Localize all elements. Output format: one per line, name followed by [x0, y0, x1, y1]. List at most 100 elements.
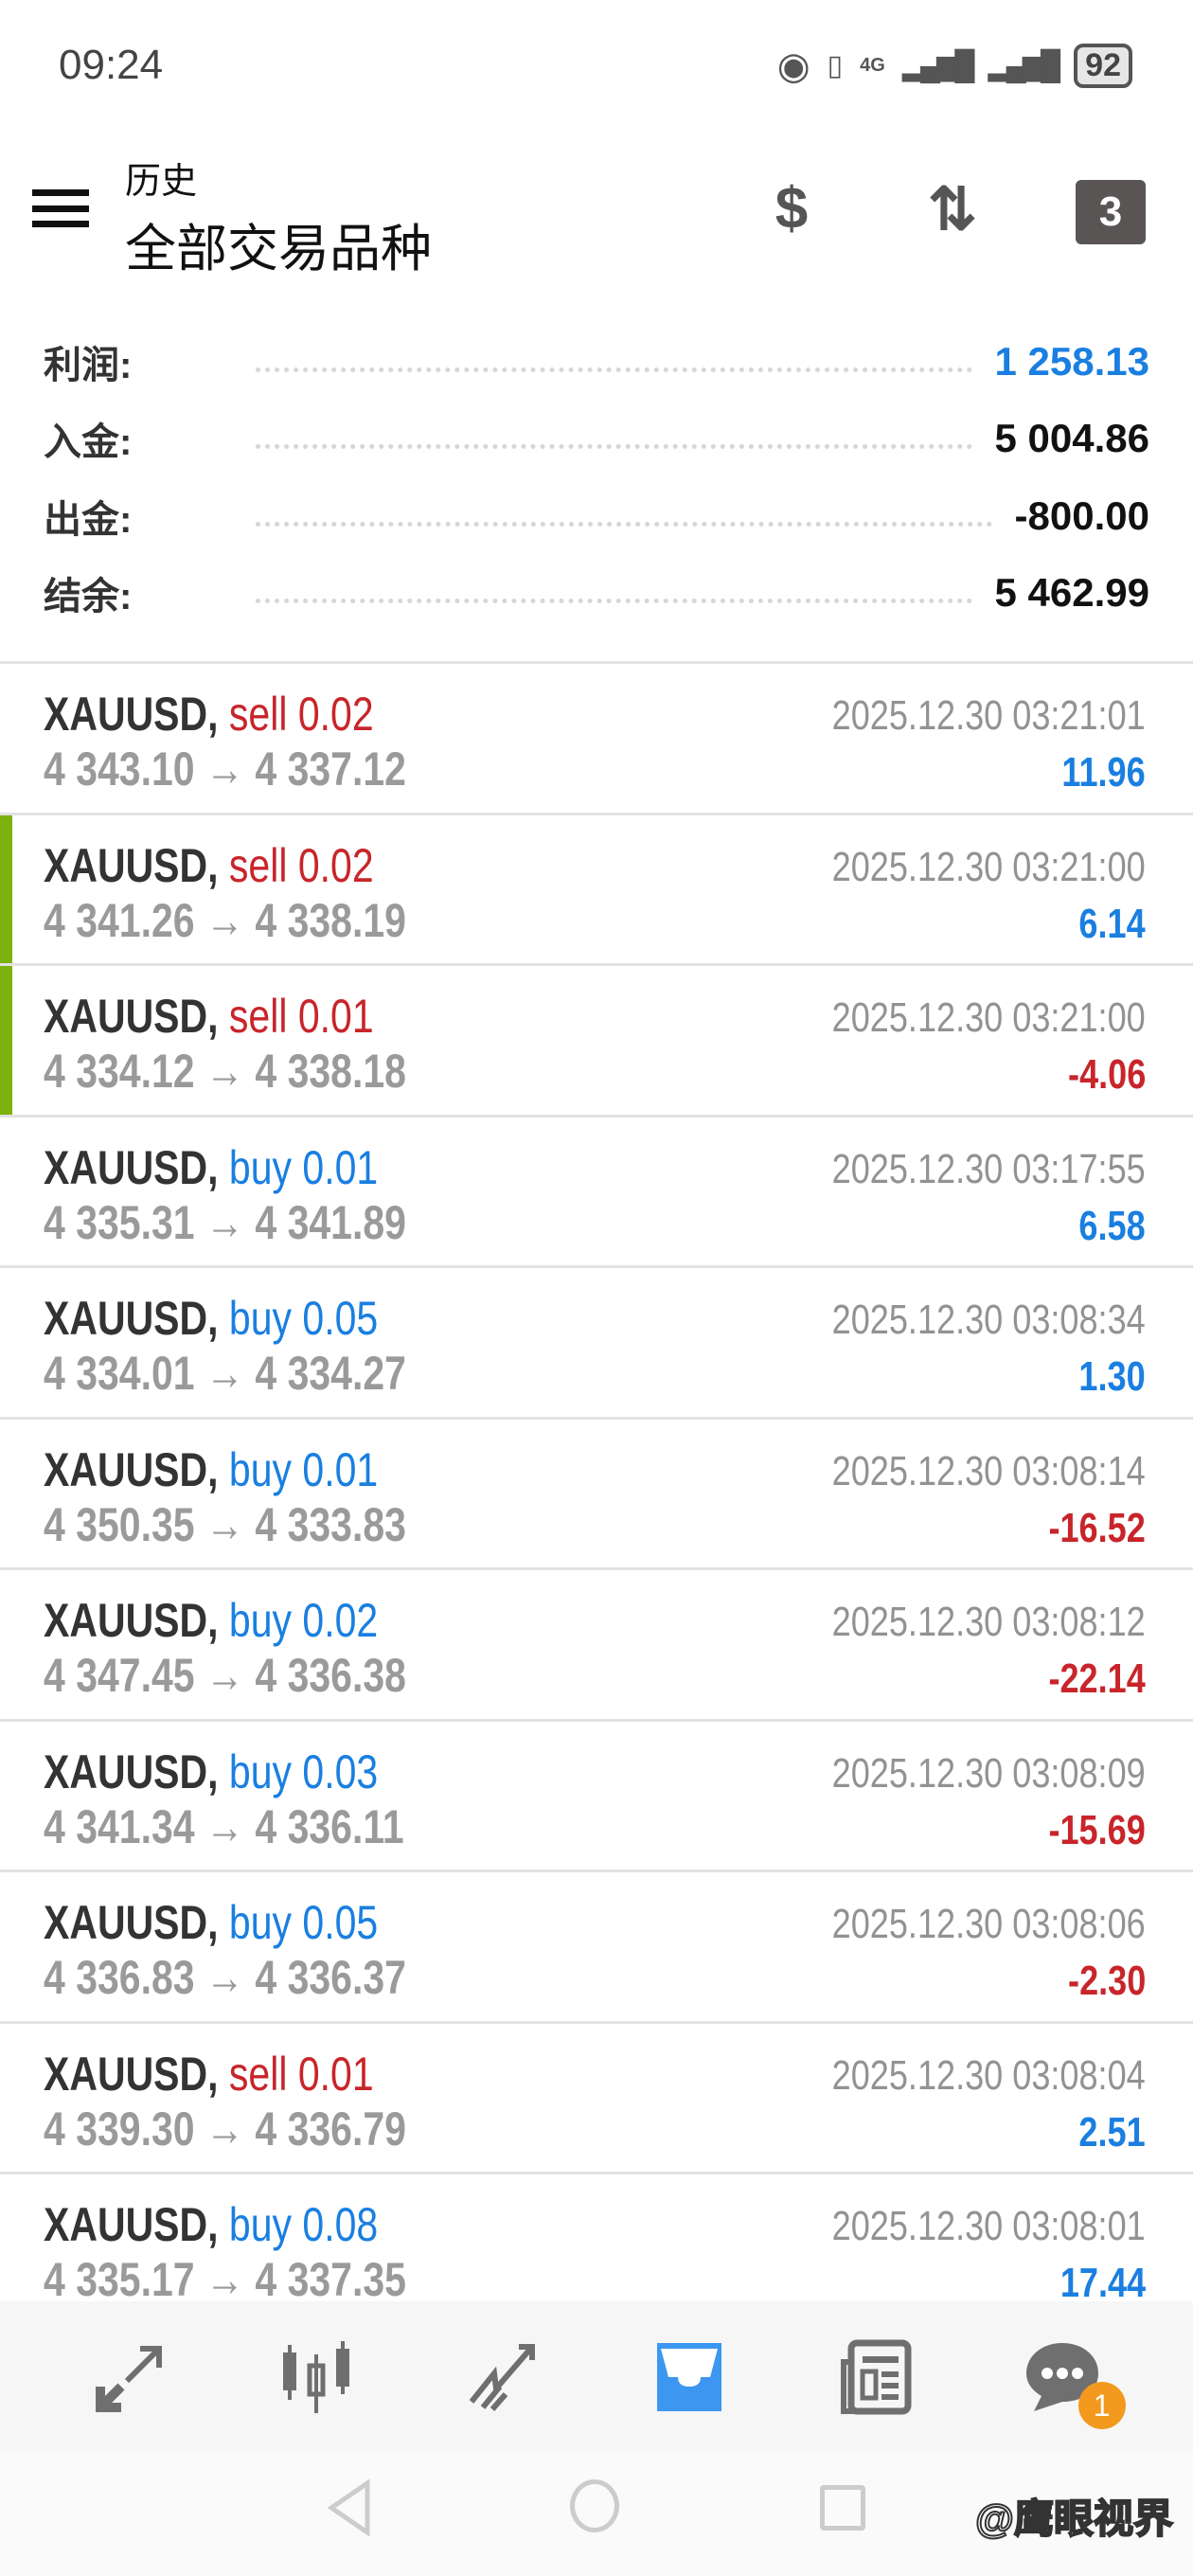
symbol: XAUUSD, [44, 838, 219, 892]
symbol: XAUUSD, [44, 2047, 219, 2101]
symbol: XAUUSD, [44, 1594, 219, 1647]
trade-prices: 4 339.30 → 4 336.79 [44, 2102, 406, 2156]
clock: 09:24 [59, 42, 164, 88]
trade-side: sell 0.02 [228, 838, 374, 892]
trade-prices: 4 334.01 → 4 334.27 [44, 1347, 406, 1400]
chart-icon[interactable] [275, 2334, 360, 2420]
trade-time: 2025.12.30 03:21:00 [831, 843, 1146, 890]
system-nav: @鹰眼视界 [0, 2453, 1193, 2576]
trade-prices: 4 343.10 → 4 337.12 [44, 742, 406, 796]
trade-symbol: XAUUSD, buy 0.05 [44, 1291, 378, 1346]
status-icons: ◉ ▯ 4G ▂▄▆█ ▂▄▆█ 92 [777, 44, 1132, 88]
eye-icon: ◉ [776, 45, 810, 87]
summary-value: 5 462.99 [994, 570, 1150, 615]
trade-profit: -16.52 [1048, 1504, 1146, 1551]
trade-time: 2025.12.30 03:17:55 [831, 1145, 1146, 1192]
bottom-nav: 1 [0, 2301, 1193, 2453]
trade-profit: 6.14 [1078, 900, 1146, 947]
recents-icon[interactable] [820, 2485, 865, 2531]
trade-profit: -22.14 [1048, 1655, 1146, 1702]
summary-deposit: 入金: 5 004.86 [44, 410, 1149, 467]
trade-icon[interactable] [461, 2334, 546, 2420]
trade-time: 2025.12.30 03:08:06 [831, 1901, 1146, 1947]
trade-time: 2025.12.30 03:21:00 [831, 994, 1146, 1041]
trade-row[interactable]: XAUUSD, buy 0.03 4 341.34 → 4 336.11 202… [0, 1718, 1193, 1870]
status-bar: 09:24 ◉ ▯ 4G ▂▄▆█ ▂▄▆█ 92 [0, 0, 1193, 133]
trade-profit: -4.06 [1067, 1051, 1146, 1098]
trade-symbol: XAUUSD, sell 0.01 [44, 2047, 374, 2102]
page-subtitle: 历史 [125, 162, 198, 202]
trade-row[interactable]: XAUUSD, buy 0.01 4 350.35 → 4 333.83 202… [0, 1416, 1193, 1568]
trade-side: buy 0.08 [228, 2198, 379, 2251]
trade-side: buy 0.02 [228, 1594, 379, 1647]
trade-prices: 4 336.83 → 4 336.37 [44, 1951, 406, 2004]
trade-side: buy 0.05 [228, 1292, 379, 1345]
trade-profit: 1.30 [1078, 1353, 1146, 1400]
trade-symbol: XAUUSD, sell 0.01 [44, 989, 374, 1044]
trade-side: buy 0.05 [228, 1896, 379, 1949]
trade-row[interactable]: XAUUSD, sell 0.01 4 334.12 → 4 338.18 20… [0, 963, 1193, 1115]
trade-side: buy 0.01 [228, 1442, 379, 1496]
quotes-icon[interactable] [88, 2334, 173, 2420]
trade-time: 2025.12.30 03:08:09 [831, 1749, 1146, 1797]
trade-profit: 17.44 [1059, 2260, 1146, 2306]
trade-symbol: XAUUSD, buy 0.02 [44, 1593, 378, 1648]
symbol: XAUUSD, [44, 1442, 219, 1496]
trade-time: 2025.12.30 03:08:04 [831, 2051, 1146, 2099]
trade-symbol: XAUUSD, buy 0.01 [44, 1140, 378, 1195]
battery-icon: 92 [1074, 44, 1132, 88]
trade-symbol: XAUUSD, buy 0.08 [44, 2197, 378, 2252]
signal-icon-2: ▂▄▆█ [988, 50, 1061, 81]
trade-prices: 4 335.17 → 4 337.35 [44, 2253, 406, 2306]
menu-icon[interactable] [32, 189, 89, 227]
trade-profit: -2.30 [1067, 1958, 1146, 2004]
trade-time: 2025.12.30 03:08:14 [831, 1447, 1146, 1494]
vibrate-icon: ▯ [827, 50, 844, 81]
trade-symbol: XAUUSD, sell 0.02 [44, 687, 374, 742]
trade-row[interactable]: XAUUSD, sell 0.02 4 343.10 → 4 337.12 20… [0, 661, 1193, 813]
symbol: XAUUSD, [44, 1140, 219, 1194]
summary-value: -800.00 [1014, 493, 1149, 538]
trade-profit: 11.96 [1061, 749, 1146, 796]
trade-profit: -15.69 [1048, 1806, 1146, 1853]
news-icon[interactable] [833, 2334, 918, 2420]
signal-icon: ▂▄▆█ [901, 50, 975, 81]
summary-label: 入金: [44, 421, 133, 463]
history-icon[interactable] [647, 2334, 732, 2420]
calendar-icon[interactable]: 3 [1076, 180, 1146, 244]
symbol: XAUUSD, [44, 1744, 219, 1798]
network-label: 4G [860, 55, 885, 76]
summary-profit: 利润: 1 258.13 [44, 333, 1149, 390]
trade-row[interactable]: XAUUSD, buy 0.05 4 336.83 → 4 336.37 202… [0, 1869, 1193, 2021]
summary-value: 5 004.86 [994, 416, 1150, 460]
trade-row[interactable]: XAUUSD, buy 0.05 4 334.01 → 4 334.27 202… [0, 1265, 1193, 1417]
summary-balance: 结余: 5 462.99 [44, 564, 1149, 621]
trade-list[interactable]: XAUUSD, sell 0.02 4 343.10 → 4 337.12 20… [0, 661, 1193, 2323]
trade-prices: 4 347.45 → 4 336.38 [44, 1649, 406, 1702]
summary-label: 利润: [44, 345, 133, 386]
trade-prices: 4 341.34 → 4 336.11 [44, 1799, 404, 1853]
currency-exchange-icon[interactable]: $ [775, 175, 809, 242]
summary-withdrawal: 出金: -800.00 [44, 488, 1149, 545]
trade-side: sell 0.01 [228, 2047, 374, 2101]
trade-row[interactable]: XAUUSD, sell 0.01 4 339.30 → 4 336.79 20… [0, 2020, 1193, 2173]
trade-profit: 6.58 [1078, 1202, 1146, 1249]
trade-symbol: XAUUSD, buy 0.05 [44, 1895, 378, 1950]
trade-side: buy 0.03 [228, 1744, 379, 1798]
trade-row[interactable]: XAUUSD, buy 0.02 4 347.45 → 4 336.38 202… [0, 1567, 1193, 1719]
trade-row[interactable]: XAUUSD, sell 0.02 4 341.26 → 4 338.19 20… [0, 812, 1193, 964]
trade-row[interactable]: XAUUSD, buy 0.01 4 335.31 → 4 341.89 202… [0, 1114, 1193, 1266]
chat-badge: 1 [1077, 2382, 1126, 2429]
trade-row[interactable]: XAUUSD, buy 0.08 4 335.17 → 4 337.35 202… [0, 2172, 1193, 2323]
symbol: XAUUSD, [44, 1292, 219, 1345]
trade-time: 2025.12.30 03:08:01 [831, 2203, 1146, 2249]
chat-icon[interactable]: 1 [1020, 2334, 1126, 2429]
page-title[interactable]: 全部交易品种 [125, 221, 432, 277]
trade-prices: 4 350.35 → 4 333.83 [44, 1497, 406, 1551]
trade-side: sell 0.01 [228, 990, 374, 1043]
back-icon[interactable] [326, 2478, 373, 2541]
trade-time: 2025.12.30 03:21:01 [831, 692, 1146, 739]
sort-icon[interactable]: ⇅ [928, 176, 977, 242]
summary-label: 出金: [44, 499, 133, 541]
home-icon[interactable] [570, 2479, 619, 2532]
